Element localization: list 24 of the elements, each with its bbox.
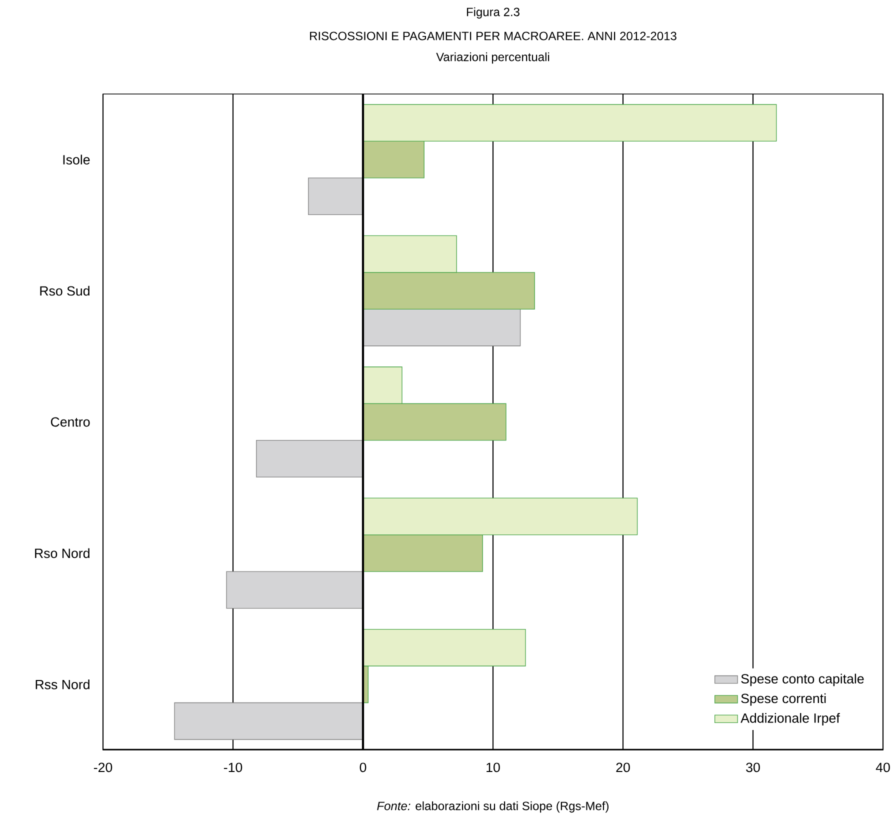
legend-label: Spese conto capitale xyxy=(741,674,864,686)
x-tick-label: 20 xyxy=(616,762,630,772)
legend-label: Addizionale Irpef xyxy=(740,713,840,726)
y-tick-label: Centro xyxy=(50,417,90,427)
x-tick-label: -10 xyxy=(224,762,242,772)
x-tick-label: 40 xyxy=(876,762,890,772)
chart-title: Figura 2.3 xyxy=(466,7,520,19)
y-tick-label: Rso Sud xyxy=(40,286,90,296)
bar xyxy=(226,571,364,609)
bar xyxy=(256,440,364,478)
y-tick-label: Isole xyxy=(63,154,90,164)
bar xyxy=(362,308,521,346)
y-tick-label: Rso Nord xyxy=(35,548,90,558)
text: Fonte: elaborazioni su dati Siope (Rgs-Mef) xyxy=(377,801,609,813)
x-tick-label: 0 xyxy=(360,762,366,772)
bar xyxy=(174,702,364,740)
x-tick-label: 10 xyxy=(486,762,500,772)
text: Variazioni percentuali xyxy=(436,52,550,64)
y-tick-label: Rss Nord xyxy=(36,679,90,690)
legend-label: Spese correnti xyxy=(741,693,826,706)
x-tick-label: -20 xyxy=(94,762,112,772)
x-tick-label: 30 xyxy=(746,762,760,772)
bar xyxy=(308,178,364,216)
chart-subtitle: RISCOSSIONI E PAGAMENTI PER MACROAREE. ANNI 2012-2013 xyxy=(310,32,676,40)
